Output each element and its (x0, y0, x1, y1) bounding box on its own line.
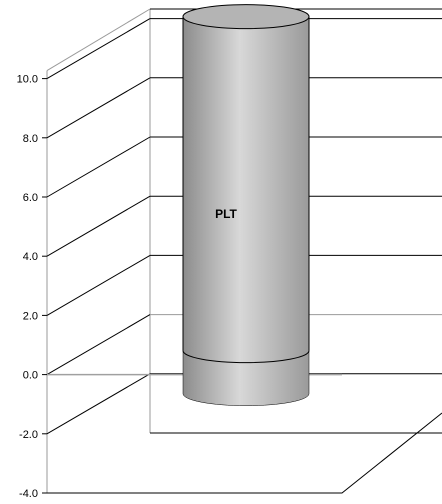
y-tick-label: 8.0 (23, 133, 38, 145)
bar-top-cap (182, 4, 310, 30)
y-tick-label: 10.0 (17, 74, 38, 86)
gridline-wall (46, 18, 151, 80)
bar-plt (182, 16, 310, 406)
y-tick-label: 4.0 (23, 251, 38, 263)
gridline-wall (46, 254, 151, 316)
gridline-wall (46, 195, 151, 257)
y-tick-label: 2.0 (23, 310, 38, 322)
y-tick-label: -2.0 (19, 429, 38, 441)
y-tick-label: 0.0 (23, 370, 38, 382)
gridline-wall (46, 373, 151, 435)
floor-edge (47, 412, 442, 494)
bar-data-label: PLT (215, 207, 237, 221)
y-tick-label: -4.0 (19, 488, 38, 500)
gridline-wall (46, 314, 151, 376)
gridline-wall (46, 77, 151, 139)
bar-ring (182, 350, 310, 364)
gridline-wall (46, 136, 151, 198)
left-wall-top-edge (46, 8, 151, 72)
y-tick-label: 6.0 (23, 192, 38, 204)
